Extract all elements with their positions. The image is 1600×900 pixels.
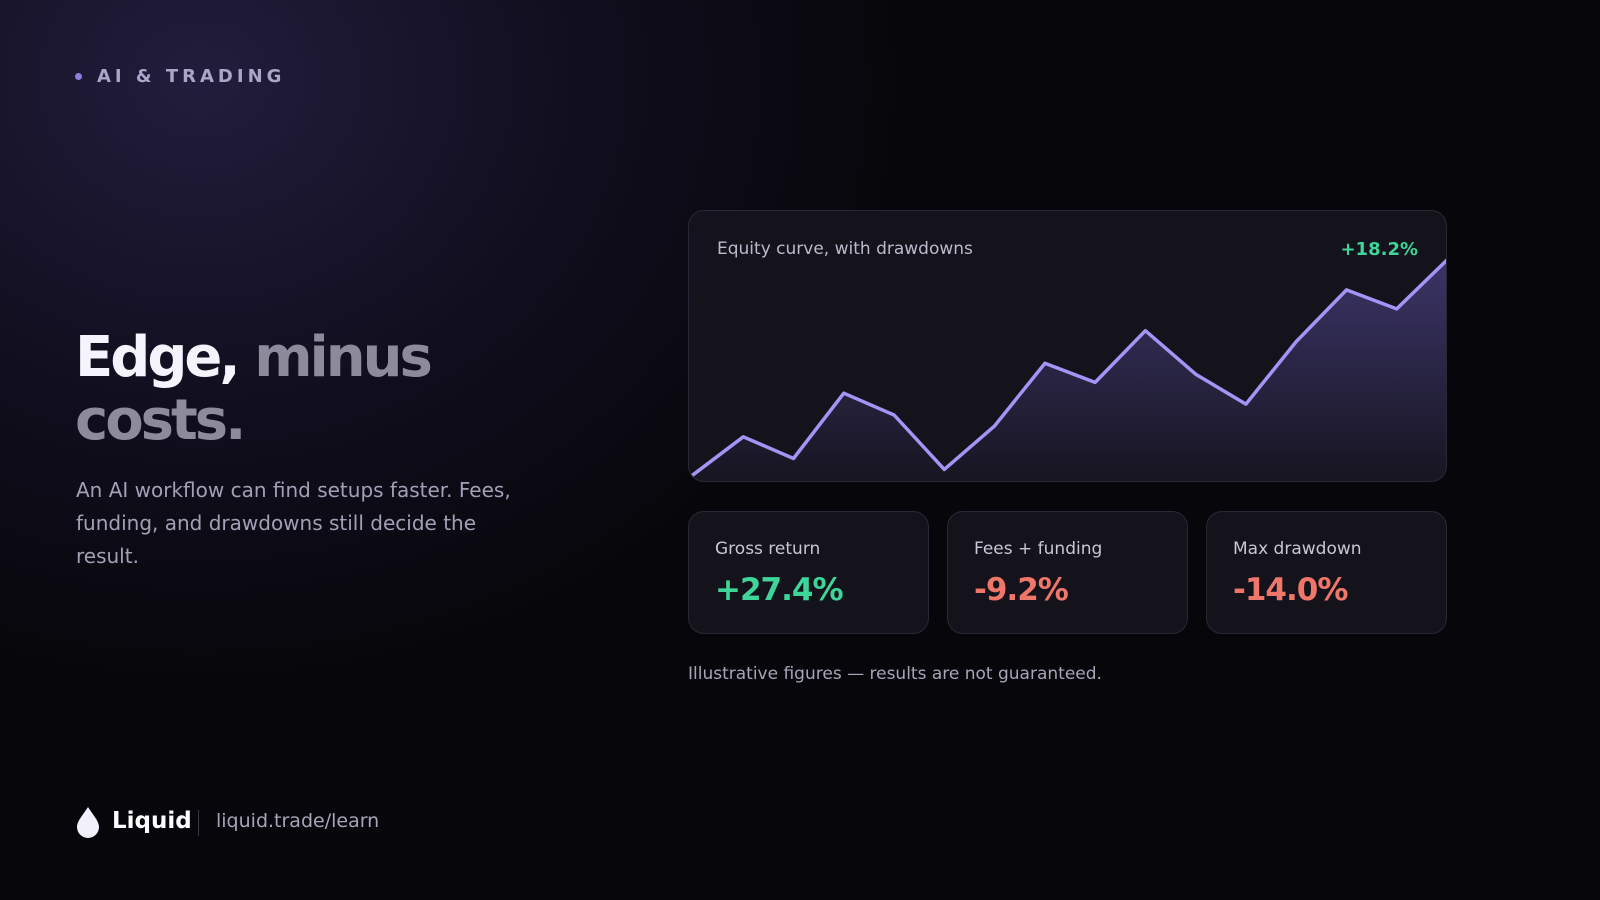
heading: Edge, minus costs. (75, 326, 545, 452)
heading-strong: Edge, (75, 325, 241, 390)
stat-label: Fees + funding (974, 539, 1103, 559)
body-text: An AI workflow can find setups faster. F… (76, 478, 511, 568)
stat-value: +27.4% (715, 572, 844, 608)
chart-title: Equity curve, with drawdowns (717, 239, 973, 259)
stat-label: Max drawdown (1233, 539, 1362, 559)
eyebrow: AI & TRADING (97, 66, 286, 87)
brand: Liquid (112, 808, 192, 834)
url[interactable]: liquid.trade/learn (216, 810, 380, 832)
stat-value: -14.0% (1233, 572, 1348, 608)
equity-line (691, 258, 1446, 477)
chart-card: Equity curve, with drawdowns +18.2% (688, 210, 1447, 482)
heading-muted: minus costs. (75, 325, 433, 453)
stat-card: Max drawdown -14.0% (1206, 511, 1447, 634)
stat-card: Gross return +27.4% (688, 511, 929, 634)
stat-value: -9.2% (974, 572, 1069, 608)
disclaimer: Illustrative figures — results are not g… (688, 664, 1102, 684)
logo-icon (77, 807, 99, 838)
chart-annotation: +18.2% (1340, 239, 1418, 260)
separator (198, 810, 199, 836)
eyebrow-dot (75, 73, 82, 80)
area-fill (693, 260, 1446, 481)
stat-card: Fees + funding -9.2% (947, 511, 1188, 634)
chart (691, 258, 1446, 481)
stat-label: Gross return (715, 539, 821, 559)
